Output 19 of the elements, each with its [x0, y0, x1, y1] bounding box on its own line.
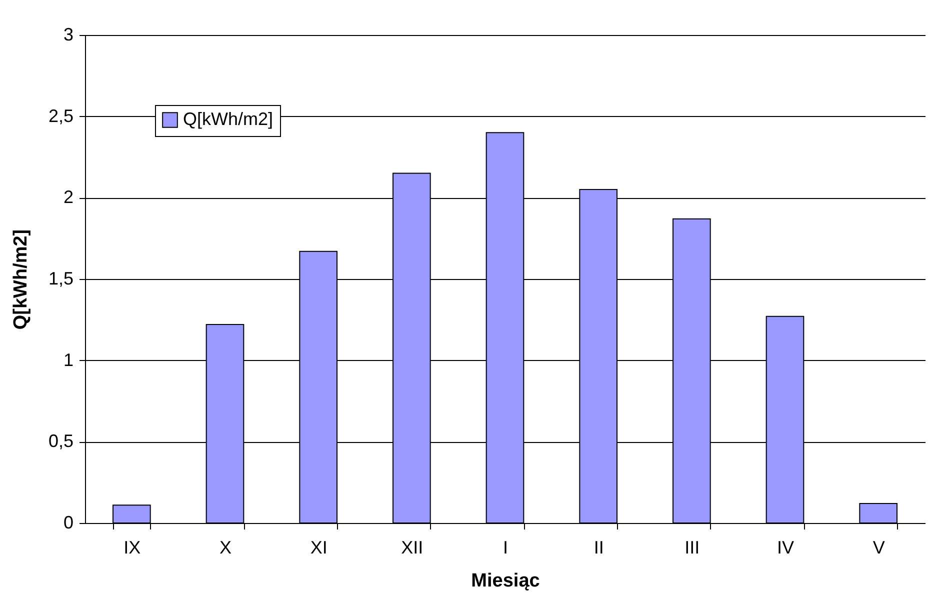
x-tick-label: II: [594, 538, 604, 558]
x-axis-title: Miesiąc: [471, 570, 540, 592]
legend-label: Q[kWh/m2]: [183, 109, 274, 129]
y-tick-label: 2,5: [48, 106, 74, 126]
x-tick-label: III: [684, 538, 700, 558]
y-tick-label: 1,5: [48, 268, 74, 288]
x-tick-label: XII: [401, 538, 424, 558]
x-tick-label: IX: [124, 538, 141, 558]
x-tick-label: XI: [310, 538, 328, 558]
y-tick-label: 0,5: [48, 431, 74, 452]
y-axis-title: Q[kWh/m2]: [10, 229, 32, 330]
x-tick-label: X: [219, 538, 232, 558]
y-tick-label: 2: [63, 187, 74, 208]
y-tick-label: 3: [63, 24, 74, 44]
x-tick-label: I: [502, 538, 508, 558]
x-tick-label: V: [872, 538, 885, 558]
y-tick-label: 1: [63, 350, 74, 370]
y-tick-label: 0: [63, 512, 74, 532]
x-tick-label: IV: [776, 538, 794, 558]
